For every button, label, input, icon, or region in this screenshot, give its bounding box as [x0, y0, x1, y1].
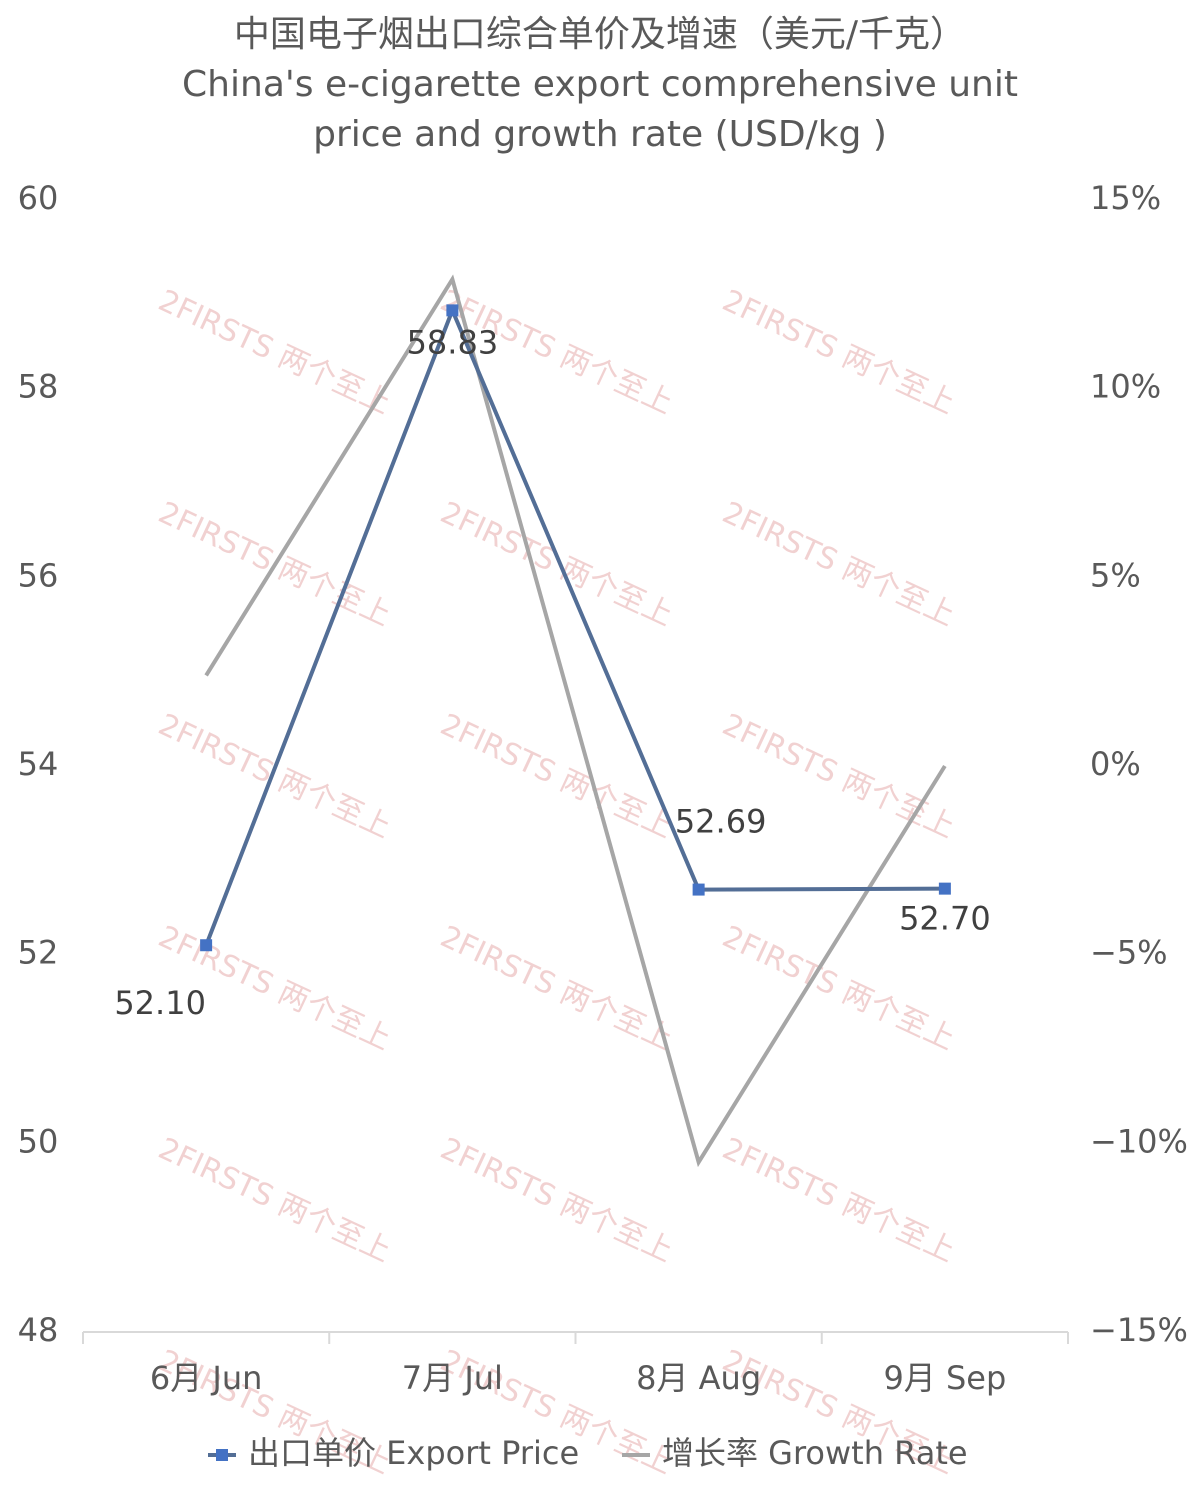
watermark: 2FIRSTS 两个至上 — [153, 283, 396, 421]
x-tick-label: 8月 Aug — [636, 1359, 761, 1397]
chart-subtitle: China's e-cigarette export comprehensive… — [182, 64, 1018, 105]
marker — [692, 883, 705, 896]
data-label: 52.70 — [899, 900, 991, 938]
watermark: 2FIRSTS 两个至上 — [435, 707, 678, 845]
watermark: 2FIRSTS 两个至上 — [153, 1131, 396, 1269]
series-line — [204, 274, 947, 1168]
series-line — [204, 305, 945, 946]
marker — [200, 939, 213, 952]
y-tick-label: 54 — [18, 745, 59, 783]
x-tick-label: 9月 Sep — [883, 1359, 1006, 1397]
y2-tick-label: 5% — [1090, 556, 1141, 594]
legend-marker — [216, 1449, 228, 1461]
watermark: 2FIRSTS 两个至上 — [153, 707, 396, 845]
watermark: 2FIRSTS 两个至上 — [717, 1131, 960, 1269]
data-label: 58.83 — [407, 323, 499, 361]
data-label: 52.10 — [114, 984, 206, 1022]
watermark: 2FIRSTS 两个至上 — [435, 1131, 678, 1269]
y2-tick-label: −10% — [1090, 1122, 1188, 1160]
watermark: 2FIRSTS 两个至上 — [435, 919, 678, 1057]
legend-label: 增长率 Growth Rate — [662, 1434, 968, 1472]
y-tick-label: 52 — [18, 934, 59, 972]
watermark: 2FIRSTS 两个至上 — [717, 495, 960, 633]
watermark: 2FIRSTS 两个至上 — [435, 495, 678, 633]
watermark: 2FIRSTS 两个至上 — [717, 283, 960, 421]
marker — [938, 882, 951, 895]
y2-tick-label: −15% — [1090, 1311, 1188, 1349]
y2-tick-label: 15% — [1090, 179, 1161, 217]
legend-label: 出口单价 Export Price — [248, 1434, 579, 1472]
y-tick-label: 60 — [18, 179, 59, 217]
chart-subtitle: price and growth rate (USD/kg ) — [313, 114, 887, 155]
data-label: 52.69 — [675, 803, 767, 841]
x-tick-label: 6月 Jun — [150, 1359, 263, 1397]
x-tick-label: 7月 Jul — [402, 1359, 503, 1397]
y-tick-label: 48 — [18, 1311, 59, 1349]
y2-tick-label: −5% — [1090, 934, 1168, 972]
chart-title: 中国电子烟出口综合单价及增速（美元/千克） — [234, 14, 966, 55]
y-tick-label: 58 — [18, 368, 59, 406]
y-tick-label: 50 — [18, 1122, 59, 1160]
y2-tick-label: 10% — [1090, 368, 1161, 406]
y2-tick-label: 0% — [1090, 745, 1141, 783]
marker — [446, 304, 459, 317]
y-tick-label: 56 — [18, 556, 59, 594]
